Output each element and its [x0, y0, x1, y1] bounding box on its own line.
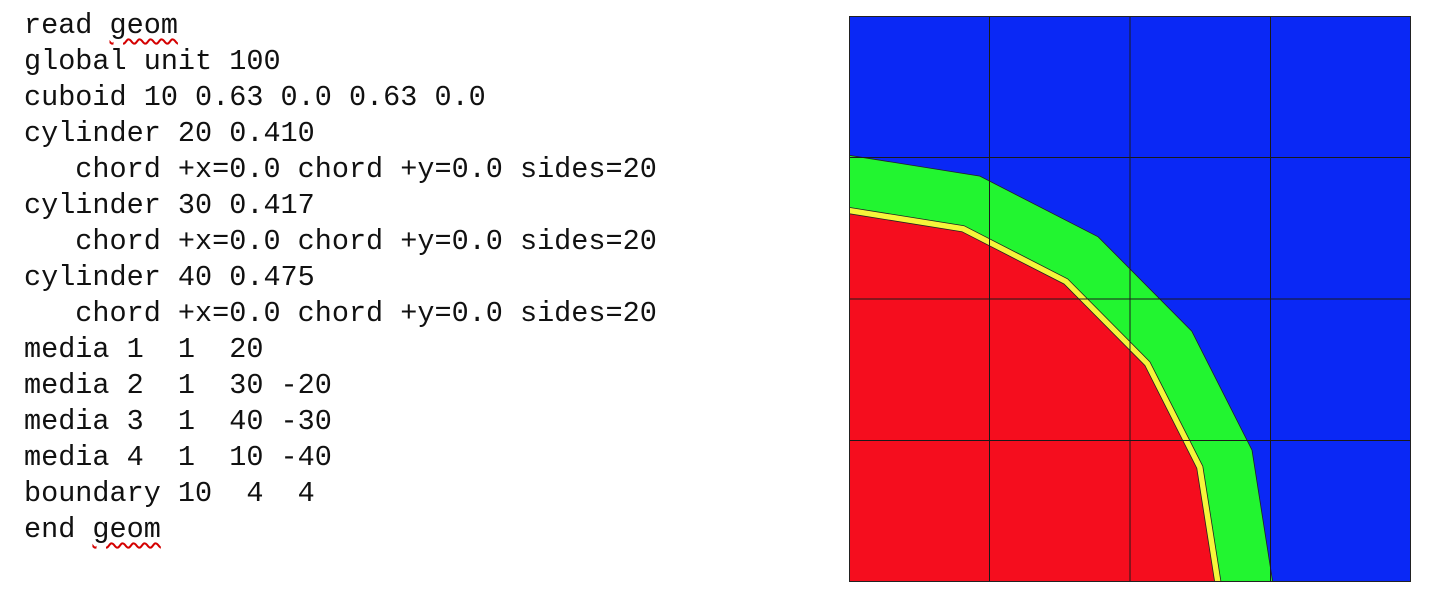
code-line: media 3 1 40 -30 [24, 404, 804, 440]
input-listing: read geom global unit 100 cuboid 10 0.63 0… [24, 8, 804, 548]
code-line: cylinder 30 0.417 [24, 188, 804, 224]
code-text: boundary 10 4 4 [24, 477, 315, 510]
geometry-plot [849, 16, 1411, 582]
code-text: media 2 1 30 -20 [24, 369, 332, 402]
code-line: cylinder 20 0.410 [24, 116, 804, 152]
code-line: global unit 100 [24, 44, 804, 80]
code-line: end geom [24, 512, 804, 548]
code-text: cylinder 20 0.410 [24, 117, 315, 150]
code-line: media 2 1 30 -20 [24, 368, 804, 404]
code-text: end [24, 513, 93, 546]
spellcheck-flagged-word: geom [109, 9, 178, 42]
medium-1-region [849, 213, 1216, 582]
code-line: cylinder 40 0.475 [24, 260, 804, 296]
code-line: read geom [24, 8, 804, 44]
spellcheck-flagged-word: geom [92, 513, 161, 546]
code-text: chord +x=0.0 chord +y=0.0 sides=20 [24, 225, 657, 258]
code-text: cylinder 30 0.417 [24, 189, 315, 222]
code-line: chord +x=0.0 chord +y=0.0 sides=20 [24, 296, 804, 332]
code-line: chord +x=0.0 chord +y=0.0 sides=20 [24, 224, 804, 260]
code-text: media 1 1 20 [24, 333, 264, 366]
code-text: global unit 100 [24, 45, 281, 78]
code-text: chord +x=0.0 chord +y=0.0 sides=20 [24, 153, 657, 186]
code-text: read [24, 9, 110, 42]
plot-border [849, 16, 1411, 582]
code-text: media 3 1 40 -30 [24, 405, 332, 438]
code-line: media 1 1 20 [24, 332, 804, 368]
geometry-svg [849, 16, 1411, 582]
code-text: cuboid 10 0.63 0.0 0.63 0.0 [24, 81, 486, 114]
code-text: cylinder 40 0.475 [24, 261, 315, 294]
code-line: cuboid 10 0.63 0.0 0.63 0.0 [24, 80, 804, 116]
code-line: media 4 1 10 -40 [24, 440, 804, 476]
code-text: chord +x=0.0 chord +y=0.0 sides=20 [24, 297, 657, 330]
code-text: media 4 1 10 -40 [24, 441, 332, 474]
code-line: chord +x=0.0 chord +y=0.0 sides=20 [24, 152, 804, 188]
code-line: boundary 10 4 4 [24, 476, 804, 512]
